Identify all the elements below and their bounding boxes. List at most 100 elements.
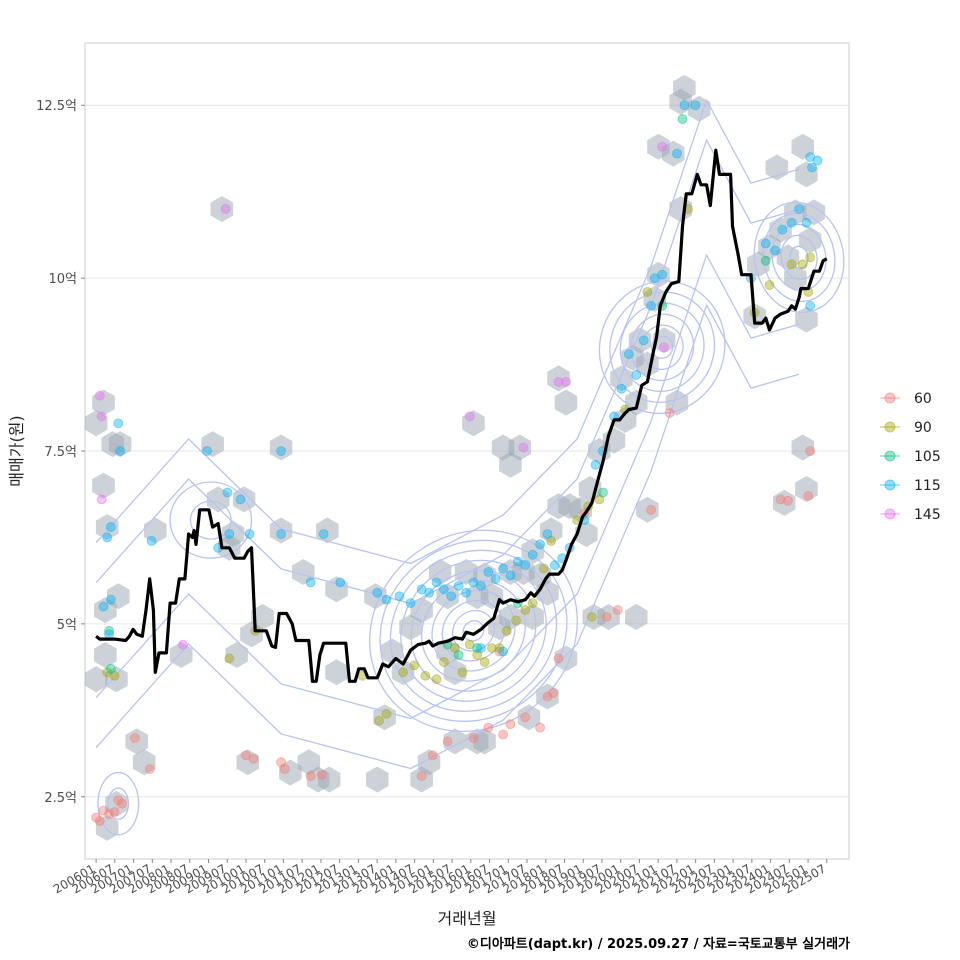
scatter-point-90 [805,252,816,263]
scatter-point-145 [220,204,231,214]
scatter-point-115 [590,459,601,470]
scatter-point-145 [96,411,107,422]
hexbin-cell [795,306,818,333]
x-axis: 2006012006072007012007072008012008072009… [51,859,828,897]
scatter-point-60 [664,408,675,418]
legend-label: 90 [914,420,932,436]
density-contour [410,569,537,692]
density-contour [630,313,695,381]
legend-label: 145 [914,507,941,523]
scatter-point-60 [468,733,479,743]
scatter-point-115 [760,238,771,249]
legend-label: 60 [914,391,932,407]
scatter-point-60 [775,494,786,505]
scatter-point-90 [494,643,505,653]
scatter-point-115 [115,446,126,456]
density-contour [189,500,232,540]
hexbin-cell [410,597,433,624]
y-tick-label: 5억 [57,618,77,633]
scatter-point-115 [483,567,494,577]
density-contour [651,335,674,359]
legend-item-60: 60 [880,391,932,407]
scatter-point-115 [623,349,634,360]
scatter-point-115 [372,587,383,598]
scatter-point-90 [487,643,497,653]
scatter-point-115 [794,204,804,214]
scatter-point-90 [409,660,420,671]
scatter-point-60 [442,736,453,747]
contour-layer [95,99,845,836]
scatter-point-115 [657,269,668,280]
scatter-point-60 [542,691,553,702]
scatter-point-60 [279,764,290,775]
scatter-point-60 [601,612,612,622]
density-contour [780,234,818,281]
hexbin-cell [536,683,559,710]
hexbin-cell [517,704,541,731]
hexbin-cell [391,659,415,686]
scatter-point-60 [98,805,109,816]
scatter-point-115 [475,643,486,653]
scatter-point-90 [786,259,797,270]
scatter-point-115 [335,577,346,588]
hexbin-cell [795,161,818,188]
caption: ©디아파트(dapt.kr) / 2025.09.27 / 자료=국토교통부 실… [467,936,850,952]
hexbin-cell [251,604,274,630]
scatter-point-115 [105,522,116,532]
scatter-point-105 [105,663,116,674]
scatter-point-90 [381,708,392,719]
scatter-point-115 [381,594,392,605]
scatter-point-60 [316,769,327,780]
density-contour [441,600,506,662]
legend-item-90: 90 [880,420,932,436]
scatter-point-115 [202,446,212,456]
scatter-point-145 [518,442,529,453]
hexbin-cell [366,766,389,793]
hexbin-cell [108,431,132,458]
scatter-point-115 [805,300,816,311]
hexbin-cell [613,406,637,433]
scatter-point-105 [104,625,114,636]
legend-key-dot [884,508,896,520]
legend-item-115: 115 [880,478,941,494]
scatter-point-115 [431,577,442,588]
hexbin-cell [625,604,648,630]
scatter-point-60 [783,495,793,506]
hexbin-cell [597,604,620,630]
scatter-point-115 [812,155,823,166]
hexbin-cell [462,410,485,437]
scatter-point-105 [472,643,483,653]
scatter-point-60 [646,504,656,515]
scatter-point-115 [405,598,416,609]
hexbin-cell [547,365,570,392]
scatter-point-145 [464,411,475,422]
scatter-point-115 [98,601,109,612]
scatter-point-90 [374,715,385,726]
density-contour [640,324,684,370]
scatter-point-90 [538,563,549,574]
hexbin-cell [225,642,248,668]
scatter-point-90 [457,667,468,678]
scatter-point-115 [549,560,560,571]
scatter-point-115 [505,570,516,581]
density-contour [753,201,845,314]
y-axis-title: 매매가(원) [7,415,26,486]
scatter-point-60 [109,807,120,817]
scatter-point-60 [520,712,531,723]
scatter-point-90 [501,625,512,636]
hexbin-cell [636,496,659,523]
scatter-point-145 [659,342,669,353]
scatter-point-145 [657,141,668,152]
scatter-point-60 [548,688,558,698]
scatter-point-115 [498,646,508,657]
legend-item-145: 145 [880,507,941,523]
scatter-point-60 [94,816,105,826]
legend-key-dot [884,392,896,404]
hexbin-cell [673,74,696,101]
scatter-point-115 [224,529,235,539]
density-contour [95,254,800,720]
scatter-point-105 [677,114,688,124]
scatter-point-60 [498,729,508,740]
hexbin-cell [132,749,156,776]
scatter-point-115 [631,370,642,380]
